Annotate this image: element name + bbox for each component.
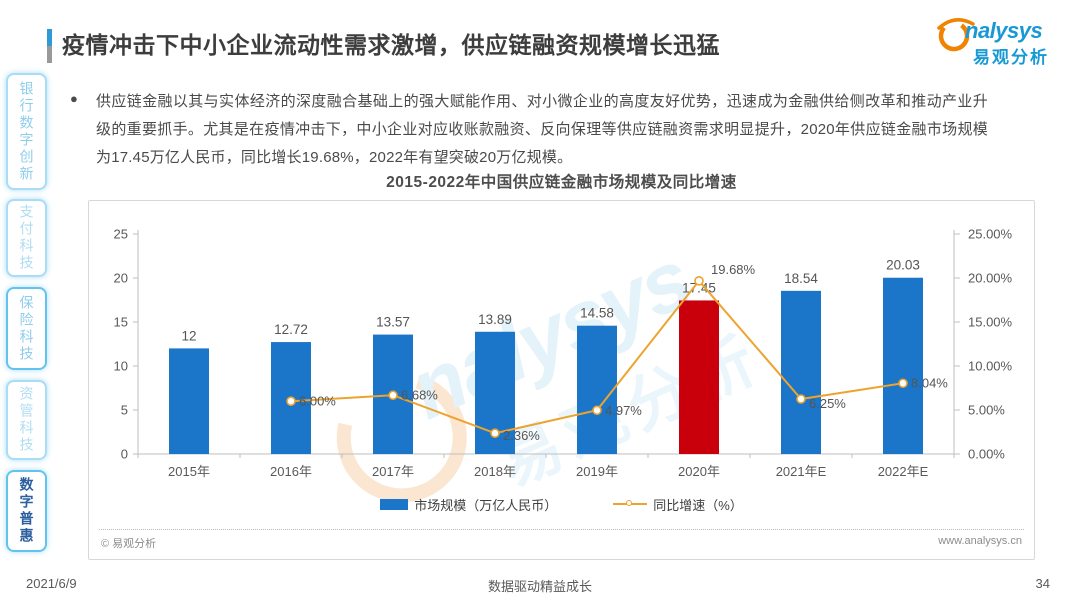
line-point-2020年 [694,276,704,286]
left-axis-tick: 25 [114,227,128,242]
x-axis-label-2022年E: 2022年E [878,464,929,479]
line-point-2021年E [796,394,806,404]
bar-2020年 [679,300,719,454]
footer-slogan: 数据驱动精益成长 [487,579,592,594]
combo-chart: 25 20 15 10 5 0 25.00% 20.00% 15.00% 10.00% 5.00% 0… [114,227,1013,480]
bar-label-2022年E: 20.03 [886,258,920,273]
logo-swoosh-icon [937,18,975,52]
line-point-2017年 [388,390,398,401]
page-footer: 2021/6/9 数据驱动精益成长 34 [0,576,1080,596]
sidebar-tab-5[interactable]: 数字普惠 [6,470,47,552]
left-axis-tick: 15 [114,315,128,330]
chart-website-link[interactable]: www.analysys.cn [938,535,1022,547]
bar-label-2019年: 14.58 [580,306,614,321]
bar-2021年E [781,290,821,454]
line-label-2018年: 2.36% [503,428,540,443]
title-accent-bar [47,29,52,63]
line-label-2020年: 19.68% [711,262,756,277]
right-axis-tick: 5.00% [968,403,1005,418]
bar-2022年E [883,277,923,454]
bar-label-2021年E: 18.54 [784,271,818,286]
chart-card: nalysys 易观分析 25 20 15 10 5 0 25.00% 20.00% 15.00… [88,200,1035,560]
right-axis-tick: 15.00% [968,315,1013,330]
bar-label-2017年: 13.57 [376,315,410,330]
logo-brand-cn: 易观分析 [973,48,1049,67]
bar-label-2015年: 12 [181,328,196,343]
chart-title: 2015-2022年中国供应链金融市场规模及同比增速 [386,174,737,191]
chart-copyright: © 易观分析 [101,538,157,550]
x-axis-label-2017年: 2017年 [372,464,414,479]
line-label-2022年E: 8.04% [911,376,948,391]
line-label-2019年: 4.97% [605,403,642,418]
page-number: 34 [1035,576,1050,591]
left-axis-tick: 5 [121,403,128,418]
x-axis-label-2018年: 2018年 [474,464,516,479]
right-axis-tick: 20.00% [968,271,1013,286]
bar-2015年 [169,348,209,454]
card-divider [99,529,1024,530]
line-label-2021年E: 6.25% [809,396,846,411]
line-label-2016年: 6.00% [299,394,336,409]
logo-brand-text: nalysys [965,18,1043,43]
x-axis-label-2016年: 2016年 [270,464,312,479]
legend-line-swatch [613,500,648,506]
summary-bullet: ● 供应链金融以其与实体经济的深度融合基础上的强大赋能作用、对小微企业的高度友好… [70,88,988,172]
summary-text: 供应链金融以其与实体经济的深度融合基础上的强大赋能作用、对小微企业的高度友好优势… [96,93,988,166]
legend-bar-swatch [380,498,409,510]
line-point-2018年 [490,428,500,439]
x-axis-label-2019年: 2019年 [576,464,618,479]
x-axis-label-2021年E: 2021年E [776,464,827,479]
legend-market-size-label: 市场规模（万亿人民币） [414,497,558,513]
legend-market-size: 市场规模（万亿人民币） [380,495,557,514]
bar-label-2018年: 13.89 [478,312,512,327]
sidebar-tab-3[interactable]: 保险科技 [6,287,47,370]
report-date: 2021/6/9 [26,576,77,591]
line-point-2016年 [286,396,296,406]
legend-growth-rate: 同比增速（%） [613,495,743,514]
right-axis-tick: 0.00% [968,447,1005,462]
bar-2019年 [577,325,617,454]
x-axis-label-2020年: 2020年 [678,464,720,479]
sidebar-tab-2[interactable]: 支付科技 [6,199,47,277]
chart-legend: 市场规模（万亿人民币） 同比增速（%） [89,493,1034,515]
legend-growth-rate-label: 同比增速（%） [653,497,743,513]
left-axis-tick: 10 [114,359,128,374]
analysys-logo: nalysys 易观分析 [933,10,1075,68]
sidebar-tab-4[interactable]: 资管科技 [6,380,47,460]
line-point-2022年E [898,378,908,389]
left-axis-tick: 0 [121,447,128,462]
x-axis-label-2015年: 2015年 [168,464,210,479]
bar-label-2016年: 12.72 [274,322,308,337]
line-point-2019年 [592,405,602,416]
bullet-icon: ● [70,91,78,106]
right-axis-tick: 25.00% [968,227,1013,242]
right-axis-tick: 10.00% [968,359,1013,374]
sidebar-tab-1[interactable]: 银行数字创新 [6,73,47,190]
line-label-2017年: 6.68% [401,388,438,403]
left-axis-tick: 20 [114,271,128,286]
page-title: 疫情冲击下中小企业流动性需求激增，供应链融资规模增长迅猛 [62,32,720,58]
